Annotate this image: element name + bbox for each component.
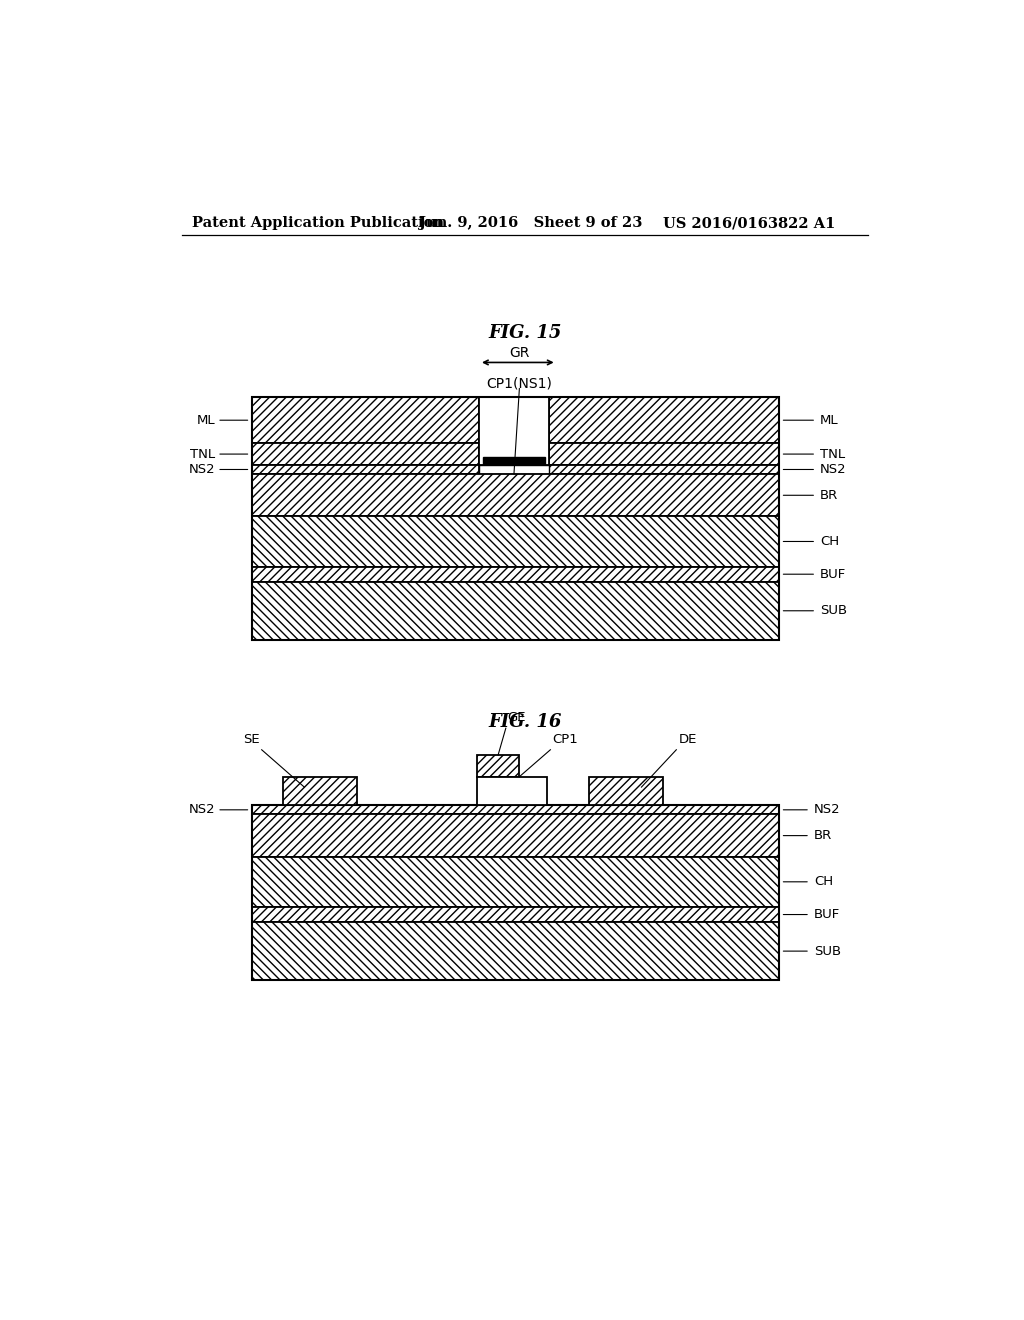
Bar — [483, 457, 545, 465]
Bar — [477, 776, 547, 805]
Bar — [252, 397, 779, 640]
Text: NS2: NS2 — [814, 804, 841, 816]
Bar — [589, 776, 663, 805]
Text: CH: CH — [820, 535, 840, 548]
Text: Jun. 9, 2016   Sheet 9 of 23: Jun. 9, 2016 Sheet 9 of 23 — [419, 216, 642, 230]
Text: GR: GR — [509, 346, 529, 359]
Text: BUF: BUF — [814, 908, 840, 921]
Text: SUB: SUB — [814, 945, 841, 957]
Text: GE: GE — [507, 711, 526, 725]
Text: SE: SE — [243, 733, 259, 746]
Bar — [252, 566, 779, 582]
Bar — [252, 923, 779, 979]
Text: CP1(NS1): CP1(NS1) — [486, 376, 552, 391]
Bar — [252, 814, 779, 857]
Text: NS2: NS2 — [189, 463, 216, 477]
Bar — [252, 805, 779, 814]
Bar — [252, 474, 779, 516]
Bar — [252, 516, 779, 566]
Text: BR: BR — [820, 488, 839, 502]
Text: BUF: BUF — [820, 568, 846, 581]
Text: Patent Application Publication: Patent Application Publication — [191, 216, 443, 230]
Text: CH: CH — [814, 875, 833, 888]
Bar — [549, 444, 779, 465]
Bar — [549, 397, 779, 444]
Text: NS2: NS2 — [820, 463, 847, 477]
Bar — [252, 805, 779, 979]
Bar — [479, 465, 549, 474]
Bar — [549, 465, 779, 474]
Bar — [477, 755, 519, 776]
Bar — [252, 857, 779, 907]
Text: FIG. 15: FIG. 15 — [488, 323, 561, 342]
Text: BR: BR — [814, 829, 833, 842]
Bar — [252, 907, 779, 923]
Text: US 2016/0163822 A1: US 2016/0163822 A1 — [663, 216, 836, 230]
Text: SUB: SUB — [820, 605, 847, 618]
Bar — [252, 582, 779, 640]
Bar — [479, 397, 549, 465]
Bar — [252, 444, 479, 465]
Text: NS2: NS2 — [189, 804, 216, 816]
Bar — [252, 465, 479, 474]
Text: TNL: TNL — [190, 447, 216, 461]
Text: FIG. 16: FIG. 16 — [488, 713, 561, 731]
Text: ML: ML — [820, 413, 839, 426]
Text: TNL: TNL — [820, 447, 845, 461]
Text: CP1: CP1 — [552, 733, 578, 746]
Bar — [252, 397, 479, 444]
Bar — [283, 776, 356, 805]
Text: DE: DE — [679, 733, 697, 746]
Text: ML: ML — [197, 413, 216, 426]
